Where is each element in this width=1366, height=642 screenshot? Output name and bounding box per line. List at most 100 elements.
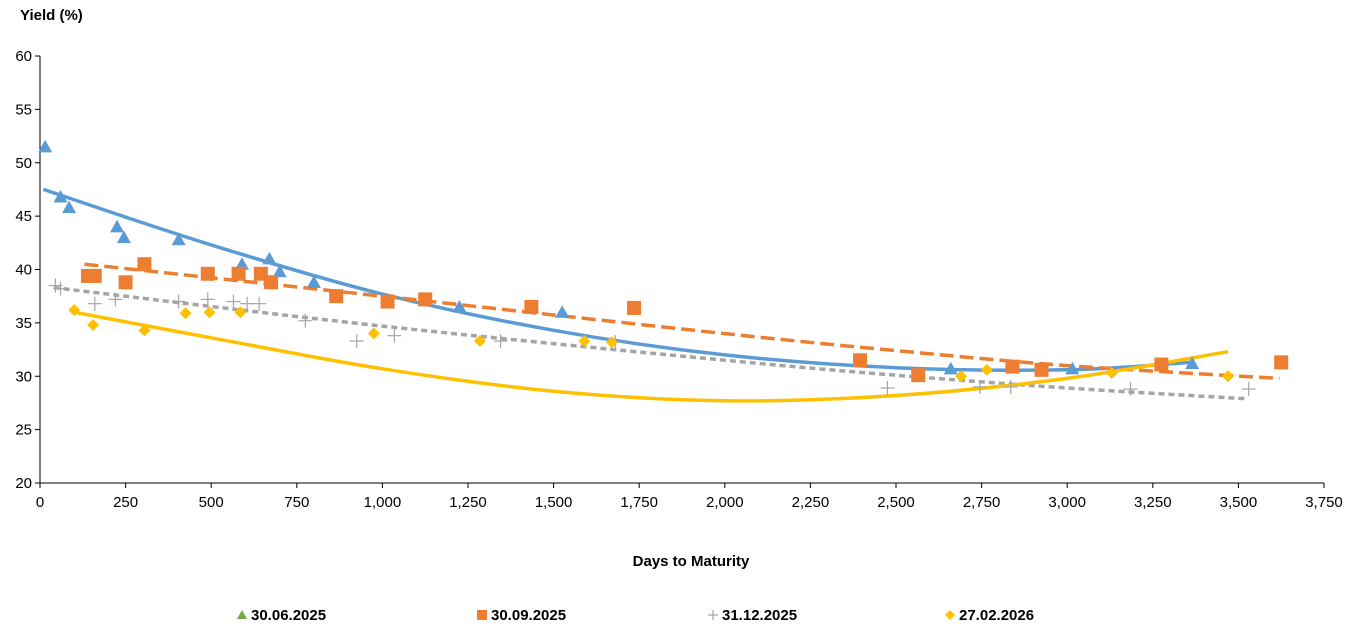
- data-point: [1123, 382, 1138, 397]
- data-point: [252, 296, 267, 311]
- y-tick-label: 50: [15, 155, 32, 172]
- data-points: [38, 139, 1289, 397]
- x-axis-title: Days to Maturity: [633, 553, 750, 570]
- data-point: [1154, 357, 1169, 372]
- data-point: [264, 275, 279, 290]
- data-point: [53, 189, 68, 203]
- data-point: [137, 257, 152, 272]
- data-point: [367, 327, 380, 340]
- x-tick-label: 3,750: [1305, 494, 1343, 511]
- data-point: [171, 294, 186, 309]
- x-tick-label: 3,000: [1048, 494, 1086, 511]
- y-tick-label: 30: [15, 368, 32, 385]
- y-tick-label: 20: [15, 475, 32, 492]
- data-point: [240, 296, 255, 311]
- data-point: [955, 370, 968, 383]
- data-point: [53, 281, 68, 296]
- data-point: [524, 299, 539, 314]
- data-point: [262, 251, 277, 265]
- data-point: [200, 266, 215, 281]
- x-tick-label: 1,500: [535, 494, 573, 511]
- x-tick-label: 2,000: [706, 494, 744, 511]
- data-point: [234, 306, 247, 319]
- data-point: [1065, 361, 1080, 375]
- data-point: [349, 334, 364, 349]
- data-point: [980, 363, 993, 376]
- data-point: [1034, 362, 1049, 377]
- x-tick-label: 0: [36, 494, 44, 511]
- trendline-30.06.2025: [42, 187, 1191, 372]
- data-point: [1274, 355, 1289, 370]
- data-point: [108, 292, 123, 307]
- y-axis-title: Yield (%): [20, 7, 83, 24]
- data-point: [972, 379, 987, 394]
- legend-marker-30.09.2025: [477, 610, 487, 620]
- data-point: [1003, 379, 1018, 394]
- data-point: [605, 336, 618, 349]
- data-point: [943, 361, 958, 375]
- legend-marker-30.06.2025: [237, 610, 247, 619]
- data-point: [306, 275, 321, 288]
- data-point: [1185, 356, 1200, 370]
- data-point: [380, 294, 395, 309]
- axes: 20 25 30 35 40 45 50 55 60 0 250 500 750 1,000 1,250 1,…: [15, 48, 1342, 511]
- data-point: [116, 230, 131, 244]
- x-tick-label: 3,500: [1220, 494, 1258, 511]
- data-point: [138, 324, 151, 337]
- legend-label: 27.02.2026: [959, 607, 1034, 624]
- trendline-27.02.2026: [73, 310, 1229, 403]
- data-point: [87, 319, 100, 332]
- data-point: [418, 292, 433, 307]
- data-point: [1005, 359, 1020, 374]
- x-tick-label: 1,750: [620, 494, 658, 511]
- data-point: [555, 305, 570, 318]
- data-point: [493, 334, 508, 349]
- data-point: [272, 264, 287, 278]
- data-point: [231, 266, 246, 281]
- trendline-30.09.2025: [84, 262, 1280, 381]
- data-point: [118, 275, 133, 290]
- data-point: [171, 232, 186, 246]
- data-point: [853, 353, 868, 368]
- data-point: [200, 292, 215, 307]
- data-point: [235, 257, 250, 270]
- data-point: [298, 313, 313, 328]
- x-tick-label: 2,250: [792, 494, 830, 511]
- x-tick-label: 2,500: [877, 494, 915, 511]
- series-30.06.2025: [38, 139, 1200, 375]
- data-point: [329, 289, 344, 304]
- y-tick-label: 55: [15, 101, 32, 118]
- data-point: [38, 139, 53, 153]
- data-point: [578, 335, 591, 348]
- legend-label: 31.12.2025: [722, 607, 797, 624]
- y-tick-label: 35: [15, 315, 32, 332]
- x-tick-label: 2,750: [963, 494, 1001, 511]
- data-point: [387, 328, 402, 343]
- legend-label: 30.09.2025: [491, 607, 566, 624]
- data-point: [68, 304, 81, 317]
- trendline-31.12.2025: [53, 285, 1246, 401]
- series-27.02.2026: [68, 304, 1235, 383]
- y-tick-label: 25: [15, 422, 32, 439]
- x-tick-label: 750: [284, 494, 309, 511]
- data-point: [62, 200, 77, 214]
- legend-marker-31.12.2025: [708, 610, 718, 620]
- x-tick-label: 1,250: [449, 494, 487, 511]
- data-point: [1241, 382, 1256, 397]
- data-point: [87, 296, 102, 311]
- legend-label: 30.06.2025: [251, 607, 326, 624]
- data-point: [452, 299, 467, 313]
- data-point: [110, 219, 125, 233]
- data-point: [473, 335, 486, 348]
- data-point: [1222, 370, 1235, 383]
- y-tick-label: 40: [15, 262, 32, 279]
- data-point: [87, 268, 102, 283]
- y-tick-label: 45: [15, 208, 32, 225]
- data-point: [911, 368, 926, 383]
- x-tick-label: 500: [199, 494, 224, 511]
- y-tick-label: 60: [15, 48, 32, 65]
- data-point: [226, 294, 241, 309]
- legend-marker-27.02.2026: [945, 610, 955, 620]
